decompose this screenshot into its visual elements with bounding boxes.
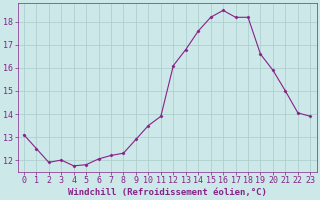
X-axis label: Windchill (Refroidissement éolien,°C): Windchill (Refroidissement éolien,°C): [68, 188, 267, 197]
